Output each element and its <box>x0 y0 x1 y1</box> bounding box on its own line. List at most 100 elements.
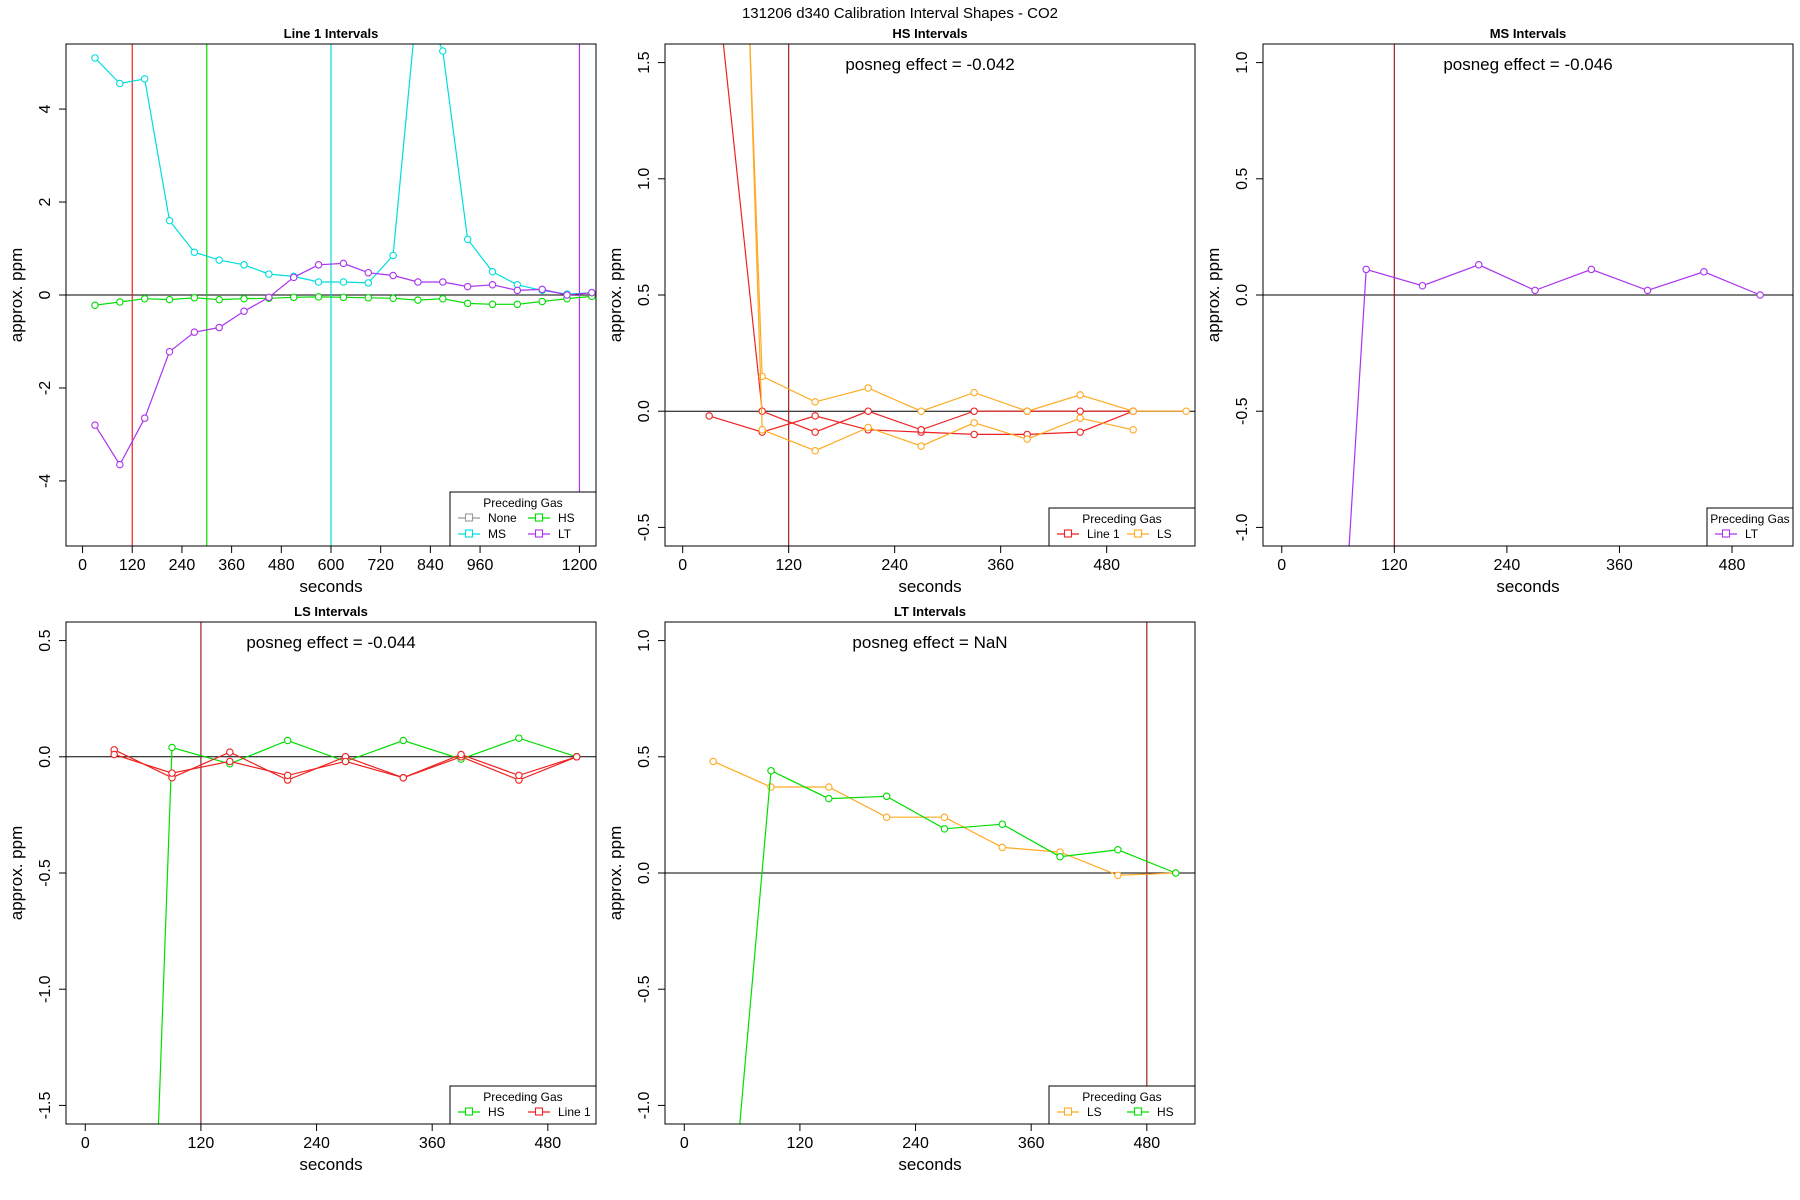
data-point <box>882 813 891 821</box>
x-tick-label: 240 <box>1494 557 1521 574</box>
y-tick-label: 0.0 <box>636 400 653 422</box>
data-point <box>364 268 373 277</box>
data-point <box>91 421 99 429</box>
data-point <box>463 235 472 243</box>
y-tick-label: -2 <box>37 381 54 395</box>
posneg-annotation: posneg effect = -0.046 <box>1443 55 1612 74</box>
data-point <box>190 328 199 336</box>
panel-title: LS Intervals <box>294 604 368 619</box>
series-line <box>749 44 1187 412</box>
legend-entry-label: HS <box>488 1105 505 1119</box>
data-point <box>917 426 925 434</box>
data-point <box>1643 286 1652 295</box>
data-point <box>116 460 124 469</box>
series-line <box>1348 264 1761 546</box>
data-point <box>758 426 766 434</box>
legend-title: Preceding Gas <box>1082 1090 1161 1104</box>
data-point <box>1076 428 1084 436</box>
data-point <box>339 259 348 268</box>
data-point <box>289 293 298 302</box>
data-point <box>168 769 176 777</box>
data-point <box>240 261 248 269</box>
x-axis: 0 120 240 360 480 seconds <box>680 1124 1160 1174</box>
y-axis: -1.5 -1.0 -0.5 0.0 0.5 approx. ppm <box>7 629 66 1119</box>
data-point <box>283 771 292 780</box>
y-tick-label: -0.5 <box>636 975 653 1003</box>
data-point <box>364 279 373 287</box>
data-point <box>226 748 234 756</box>
data-point <box>767 766 775 775</box>
legend-swatch-marker <box>534 529 544 538</box>
x-tick-label: 240 <box>902 1135 929 1152</box>
data-point <box>154 1149 160 1155</box>
panel-title: Line 1 Intervals <box>284 26 379 41</box>
data-point <box>389 271 397 280</box>
data-point <box>1587 265 1596 274</box>
data-point <box>563 291 571 299</box>
y-axis-label: approx. ppm <box>606 826 625 921</box>
data-point <box>414 296 422 304</box>
legend-swatch-marker <box>464 1107 474 1116</box>
legend-swatch-marker <box>1063 529 1073 538</box>
legend-entry-label: None <box>488 511 517 525</box>
y-tick-label: -1.0 <box>636 1092 653 1120</box>
data-point <box>811 398 819 406</box>
data-point <box>457 750 465 759</box>
panel-3: MS Intervals posneg effect = -0.046 0 120 24… <box>1204 26 1794 596</box>
data-point <box>314 293 323 301</box>
data-point <box>513 300 522 309</box>
data-point <box>1056 852 1064 861</box>
y-tick-label: -0.5 <box>37 859 54 887</box>
y-tick-label: -1.0 <box>1234 514 1251 542</box>
data-point <box>572 753 581 761</box>
data-point <box>240 294 248 303</box>
legend-swatch-marker <box>1133 1107 1143 1116</box>
legend-entry-label: LT <box>558 527 572 541</box>
legend-title: Preceding Gas <box>1082 512 1161 526</box>
x-tick-label: 0 <box>680 1135 689 1152</box>
x-axis-label: seconds <box>898 577 961 596</box>
y-tick-label: -0.5 <box>636 514 653 542</box>
data-point <box>1531 286 1539 295</box>
legend-title: Preceding Gas <box>1710 512 1789 526</box>
data-point <box>488 268 497 276</box>
data-point <box>190 248 199 256</box>
x-tick-label: 480 <box>534 1135 561 1152</box>
data-point <box>389 251 397 260</box>
data-point <box>140 294 149 303</box>
data-point <box>364 294 373 302</box>
data-point <box>439 294 447 303</box>
data-point <box>341 757 350 766</box>
y-tick-label: -1.5 <box>37 1092 54 1120</box>
y-axis-label: approx. ppm <box>7 826 26 921</box>
y-tick-label: -4 <box>37 474 54 488</box>
data-point <box>998 820 1007 828</box>
legend-box <box>1706 507 1794 547</box>
data-point <box>314 278 323 286</box>
data-point <box>917 442 925 450</box>
y-tick-label: 0.0 <box>37 746 54 768</box>
figure-suptitle: 131206 d340 Calibration Interval Shapes … <box>742 5 1058 22</box>
y-axis: -1.0 -0.5 0.0 0.5 1.0 approx. ppm <box>1204 51 1263 541</box>
legend-swatch-marker <box>464 513 474 522</box>
data-point <box>399 773 408 782</box>
data-point <box>439 47 447 55</box>
y-axis: -0.5 0.0 0.5 1.0 1.5 approx. ppm <box>606 51 665 541</box>
posneg-annotation: posneg effect = -0.044 <box>246 633 415 652</box>
x-tick-label: 480 <box>1719 557 1746 574</box>
panel-title: LT Intervals <box>894 604 966 619</box>
x-tick-label: 120 <box>775 557 802 574</box>
data-point <box>414 278 422 286</box>
legend-swatch-marker <box>1063 1107 1073 1116</box>
data-point <box>1114 871 1122 880</box>
data-point <box>864 407 872 415</box>
data-point <box>116 298 124 306</box>
y-tick-label: 0.5 <box>1234 168 1251 190</box>
data-point <box>825 783 833 791</box>
data-point <box>515 771 523 780</box>
data-point <box>215 295 223 304</box>
x-axis-label: seconds <box>299 577 362 596</box>
